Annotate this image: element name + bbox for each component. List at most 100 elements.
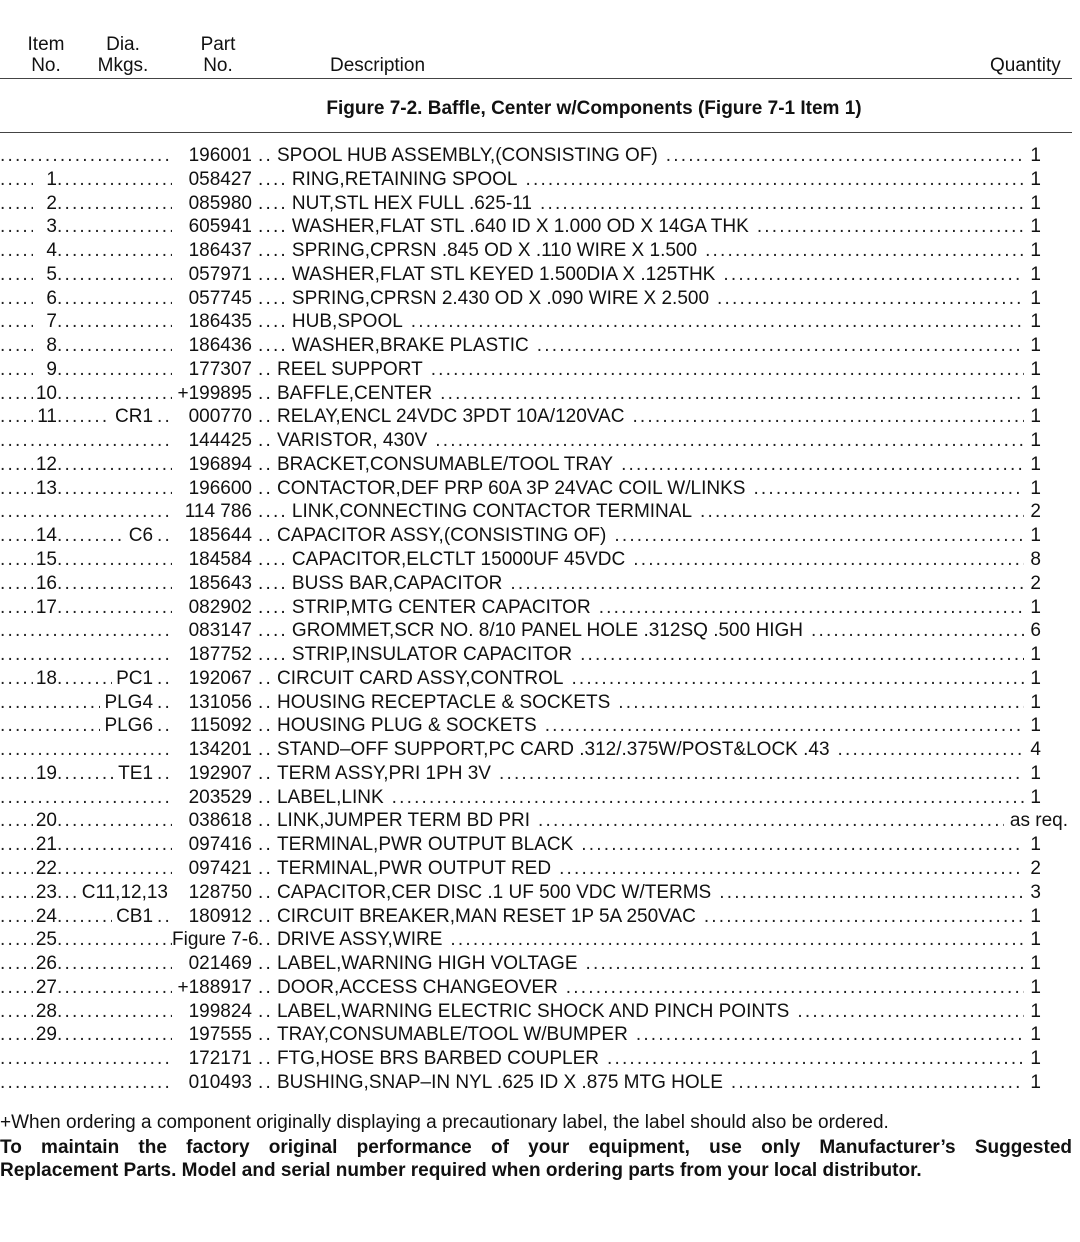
table-row: ........................................…: [0, 500, 1041, 524]
quantity: 1: [1030, 976, 1041, 998]
level-indent: ....: [258, 240, 288, 262]
description: SPRING,CPRSN .845 OD X .110 WIRE X 1.500: [291, 240, 698, 262]
level-indent: ..: [258, 1071, 273, 1093]
item-number: 19: [35, 762, 57, 784]
row-left: ........................................…: [0, 809, 252, 833]
description: REEL SUPPORT: [276, 358, 423, 380]
table-row: ........................................…: [0, 453, 1041, 477]
part-number: 199824: [188, 1000, 252, 1022]
quantity: 1: [1030, 358, 1041, 380]
level-indent: ....: [258, 596, 288, 618]
description: VARISTOR, 430V: [276, 430, 428, 452]
level-indent: ..: [258, 905, 273, 927]
table-row: ........................................…: [0, 809, 1068, 833]
table-row: ........................................…: [0, 714, 1041, 738]
item-number: 13: [35, 477, 57, 499]
level-indent: ..: [258, 145, 273, 166]
item-number: 27: [35, 976, 57, 998]
dot-leader: ........................................…: [0, 929, 33, 951]
part-number: 186436: [188, 335, 252, 357]
description: GROMMET,SCR NO. 8/10 PANEL HOLE .312SQ .…: [291, 620, 803, 642]
dot-leader: ........................................…: [598, 596, 1025, 618]
header-part-line2: No.: [203, 55, 233, 76]
row-left: ........................................…: [0, 976, 252, 1000]
quantity: 2: [1030, 857, 1041, 879]
dot-leader: ........................................…: [810, 620, 1024, 642]
table-row: ........................................…: [0, 952, 1041, 976]
item-number: 2: [46, 192, 57, 214]
row-left: ........................................…: [0, 477, 252, 501]
table-row: ........................................…: [0, 1000, 1041, 1024]
part-number: 196894: [188, 453, 252, 475]
level-indent: ....: [258, 263, 288, 285]
item-number: 7: [46, 311, 57, 333]
part-number: 196001: [188, 145, 252, 166]
dot-leader: ........................................…: [730, 1071, 1025, 1093]
part-number: 197555: [188, 1024, 252, 1046]
item-number: 16: [35, 572, 57, 594]
dot-leader: ........................................…: [797, 1000, 1024, 1022]
quantity: 1: [1030, 453, 1041, 475]
row-left: ........................................…: [0, 738, 252, 762]
row-left: ........................................…: [0, 334, 252, 358]
row-left: ........................................…: [0, 192, 252, 216]
quantity: 1: [1030, 762, 1041, 784]
row-left: ........................................…: [0, 643, 252, 667]
description: TRAY,CONSUMABLE/TOOL W/BUMPER: [276, 1024, 628, 1046]
level-indent: ..: [258, 382, 273, 404]
level-indent: ....: [258, 620, 288, 642]
part-number: 131056: [188, 691, 252, 713]
dot-leader: ........................................…: [57, 953, 172, 975]
dot-leader: ........................................…: [559, 857, 1024, 879]
footer-note: +When ordering a component originally di…: [0, 1112, 889, 1133]
item-number: 4: [46, 240, 57, 262]
header-description: Description: [330, 55, 426, 76]
table-row: ........................................…: [0, 168, 1041, 192]
row-left: ........................................…: [0, 572, 252, 596]
diagram-marking: PLG6: [104, 715, 154, 737]
level-indent: ..: [258, 406, 273, 428]
table-row: ........................................…: [0, 857, 1041, 881]
dot-leader: ........................................…: [565, 976, 1025, 998]
part-number: 134201: [188, 739, 252, 761]
quantity: 1: [1030, 786, 1041, 808]
description: STRIP,MTG CENTER CAPACITOR: [291, 596, 591, 618]
dot-leader: ........................................…: [440, 382, 1024, 404]
row-left: ........................................…: [0, 310, 252, 334]
level-indent: ....: [258, 572, 288, 594]
dot-leader: ........................................…: [633, 549, 1024, 571]
row-left: ........................................…: [0, 714, 252, 738]
part-number: 083147: [188, 620, 252, 642]
dot-leader: ........................................…: [57, 287, 172, 309]
item-number: 14: [35, 525, 57, 547]
dot-leader: ........................................…: [57, 929, 172, 951]
item-number: 26: [35, 953, 57, 975]
level-indent: ....: [258, 549, 288, 571]
description: CIRCUIT CARD ASSY,CONTROL: [276, 667, 564, 689]
dot-leader: ........................................…: [606, 1048, 1025, 1070]
description: LABEL,LINK: [276, 786, 384, 808]
quantity: 3: [1030, 881, 1041, 903]
diagram-marking: PC1: [116, 667, 154, 689]
header-item-line1: Item: [27, 34, 65, 55]
quantity: 8: [1030, 549, 1041, 571]
dot-leader: ........................................…: [57, 263, 172, 285]
level-indent: ..: [258, 691, 273, 713]
quantity: 1: [1030, 168, 1041, 190]
part-number: 058427: [188, 168, 252, 190]
row-left: ........................................…: [0, 500, 252, 524]
description: WASHER,BRAKE PLASTIC: [291, 335, 529, 357]
part-number: 172171: [188, 1048, 252, 1070]
header-dia-mkgs: Dia. Mkgs.: [90, 34, 156, 76]
row-left: ........................................…: [0, 1071, 252, 1095]
dot-leader: ........................................…: [57, 525, 125, 547]
table-row: ........................................…: [0, 619, 1041, 643]
description: NUT,STL HEX FULL .625-11: [291, 192, 532, 214]
dot-leader: ........................................…: [57, 406, 111, 428]
dot-leader: ........................................…: [0, 1024, 33, 1046]
level-indent: ..: [258, 430, 273, 452]
row-left: ........................................…: [0, 215, 252, 239]
part-number: +199895: [177, 382, 253, 404]
row-left: ........................................…: [0, 833, 252, 857]
level-indent: ..: [258, 1048, 273, 1070]
